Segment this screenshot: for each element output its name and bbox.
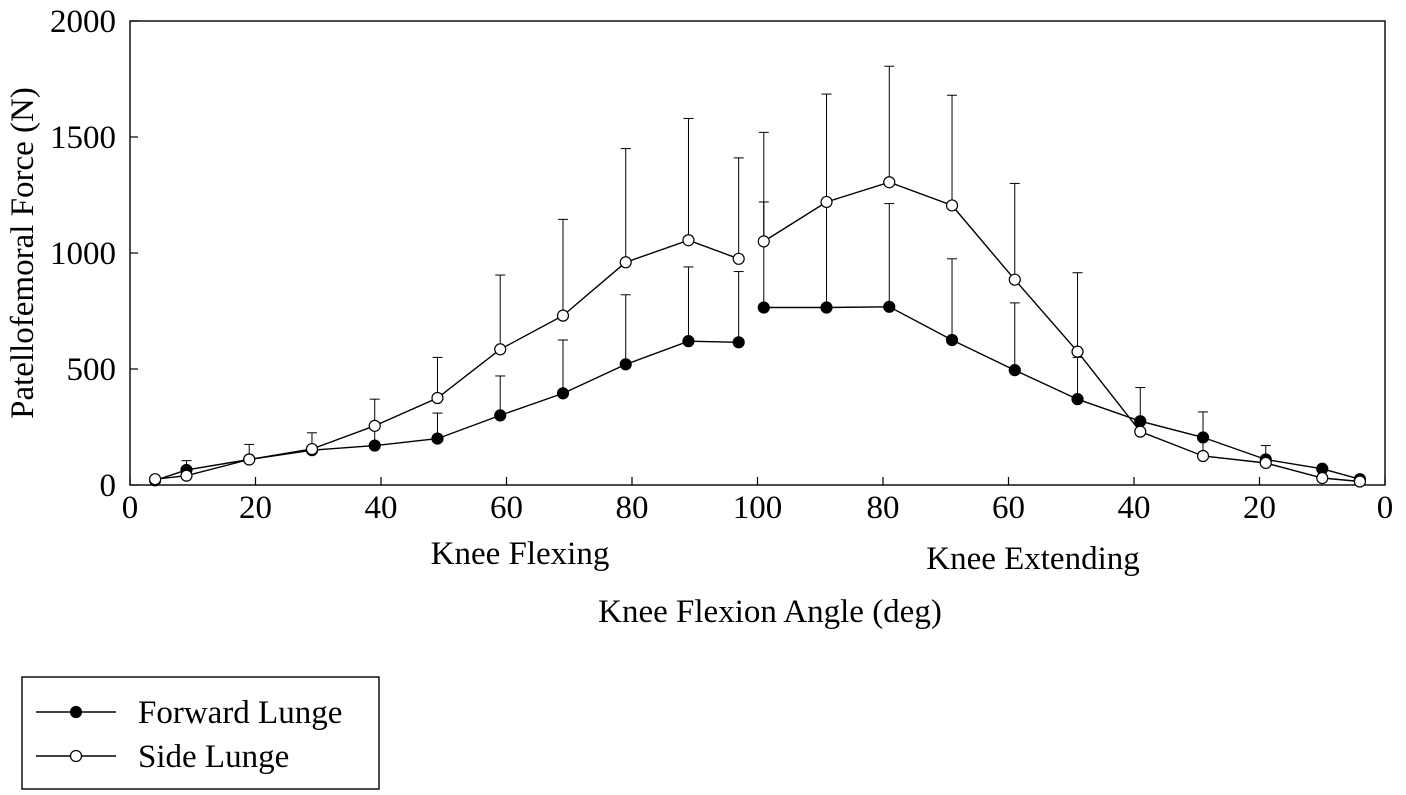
forward-lunge-point [494, 409, 507, 422]
side-lunge-point [180, 469, 193, 482]
forward-lunge-point [1134, 415, 1147, 428]
legend: Forward Lunge Side Lunge [21, 676, 380, 790]
x-tick-label: 80 [867, 490, 900, 526]
forward-lunge-point [945, 333, 959, 347]
side-lunge-point [732, 252, 745, 265]
legend-box [21, 676, 380, 790]
side-lunge-point [1259, 456, 1272, 470]
x-axis-label: Knee Flexion Angle (deg) [598, 594, 942, 630]
forward-lunge-point [1196, 431, 1210, 444]
series-lines [154, 181, 1361, 483]
forward-lunge-point [1008, 364, 1021, 377]
side-lunge-point [431, 391, 444, 405]
x-tick-label: 20 [1243, 490, 1276, 526]
forward-lunge-point [883, 300, 896, 313]
side-lunge-point [494, 343, 507, 356]
side-lunge-point [945, 199, 959, 212]
x-axis: 0 20 40 60 80 100 80 60 40 20 0 [122, 477, 1394, 526]
series-points [149, 176, 1367, 488]
error-bars [181, 65, 1328, 479]
legend-forward-label: Forward Lunge [138, 695, 342, 731]
forward-lunge-point [682, 335, 695, 348]
x-tick-label: 60 [490, 490, 523, 526]
side-lunge-point [305, 442, 319, 456]
side-lunge-point [682, 234, 695, 247]
side-lunge-point [1196, 449, 1210, 463]
side-lunge-line [763, 181, 1360, 483]
side-lunge-point [1134, 425, 1147, 438]
side-lunge-point [1316, 471, 1329, 485]
side-lunge-point [757, 235, 770, 248]
x-tick-label: 40 [1118, 490, 1151, 526]
legend-side-label: Side Lunge [138, 739, 289, 775]
phase-label-extending: Knee Extending [926, 541, 1140, 577]
forward-lunge-point [820, 301, 833, 314]
x-tick-label: 60 [992, 490, 1025, 526]
x-tick-label: 0 [1377, 490, 1394, 526]
forward-lunge-point [368, 439, 381, 452]
plot-frame [129, 20, 1386, 486]
forward-lunge-point [757, 301, 770, 314]
side-lunge-point [243, 453, 256, 466]
side-lunge-point [368, 419, 381, 432]
side-lunge-point [1353, 475, 1367, 488]
side-lunge-point [556, 309, 570, 322]
legend-forward-marker [69, 705, 83, 719]
y-tick-label: 0 [100, 468, 117, 504]
side-lunge-point [1008, 273, 1021, 286]
side-lunge-line [155, 239, 739, 480]
side-lunge-point [149, 473, 162, 486]
forward-lunge-line [154, 340, 739, 482]
y-tick-label: 1000 [50, 236, 116, 272]
x-tick-label: 40 [365, 490, 398, 526]
legend-side-marker [69, 749, 83, 763]
side-lunge-point [820, 195, 833, 209]
x-tick-label: 80 [616, 490, 649, 526]
forward-lunge-point [556, 387, 570, 400]
y-tick-label: 500 [67, 352, 117, 388]
x-tick-label: 0 [122, 490, 139, 526]
y-axis-label: Patellofemoral Force (N) [5, 87, 41, 419]
forward-lunge-point [1071, 393, 1084, 406]
phase-label-flexing: Knee Flexing [431, 536, 610, 572]
side-lunge-point [883, 176, 896, 189]
y-axis: 0 500 1000 1500 2000 [50, 4, 138, 504]
y-tick-label: 2000 [50, 4, 116, 40]
y-tick-label: 1500 [50, 120, 116, 156]
forward-lunge-point [619, 358, 632, 371]
side-lunge-point [619, 256, 632, 269]
x-tick-label: 20 [239, 490, 272, 526]
forward-lunge-point [732, 336, 745, 349]
x-tick-label: 100 [733, 490, 783, 526]
side-lunge-point [1071, 345, 1084, 358]
forward-lunge-point [431, 432, 444, 445]
